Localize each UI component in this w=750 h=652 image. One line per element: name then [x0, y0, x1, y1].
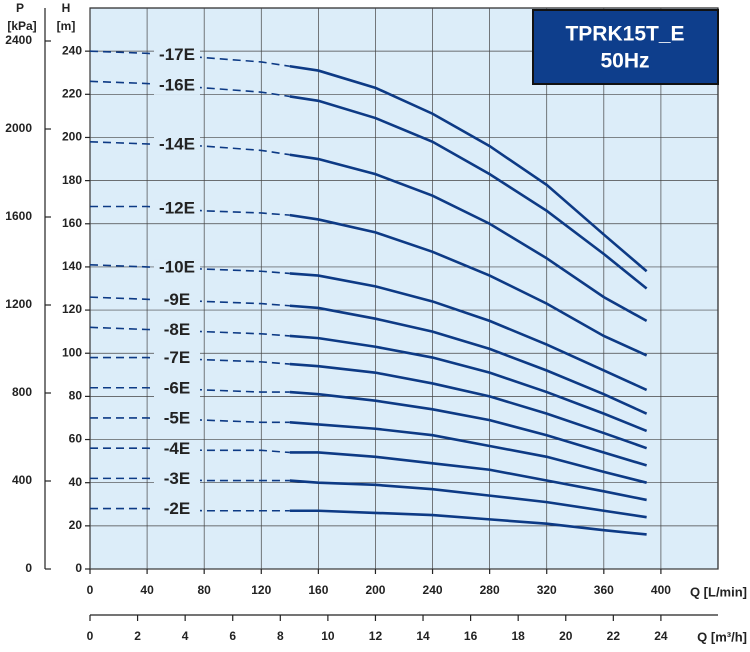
series-label: -7E: [164, 348, 190, 367]
series-label: -4E: [164, 439, 190, 458]
x-tick-label: 360: [594, 583, 614, 597]
y2-tick-label: 800: [12, 385, 32, 399]
x-tick-label: 160: [308, 583, 328, 597]
y-tick-label: 20: [69, 518, 83, 532]
series-label: -10E: [159, 258, 195, 277]
title-box: [532, 9, 719, 85]
y-tick-label: 160: [62, 216, 82, 230]
grid: [89, 8, 718, 570]
x2-tick-label: 12: [369, 629, 383, 643]
x-tick-label: 280: [480, 583, 500, 597]
series-line: [289, 362, 648, 450]
x2-tick-label: 10: [321, 629, 335, 643]
x-tick-label: 120: [251, 583, 271, 597]
lines: [89, 50, 648, 536]
series-line: [289, 479, 647, 519]
x-tick-label: 80: [198, 583, 212, 597]
series-line: [289, 451, 647, 502]
series-line: [289, 390, 648, 467]
y2-label: P: [16, 1, 24, 15]
x2-tick-label: 18: [512, 629, 526, 643]
series-label: -3E: [164, 469, 190, 488]
series-line: [289, 95, 648, 290]
series-label-bg: [154, 321, 200, 340]
x-tick-label: 320: [537, 583, 557, 597]
series-label-bg: [154, 291, 200, 310]
x2-tick-label: 8: [277, 629, 284, 643]
series-label: -6E: [164, 378, 190, 397]
y2-unit: [kPa]: [7, 19, 36, 33]
x2-tick-label: 22: [607, 629, 621, 643]
series-label: -5E: [164, 409, 190, 428]
series-label: -8E: [164, 320, 190, 339]
series-label-bg: [154, 136, 200, 155]
y-tick-label: 140: [62, 259, 82, 273]
y-tick-label: 220: [62, 86, 82, 100]
y-tick-label: 80: [69, 389, 83, 403]
series-label: -9E: [164, 290, 190, 309]
series-line: [289, 213, 648, 357]
x2-tick-label: 14: [416, 629, 430, 643]
y-tick-label: 40: [69, 475, 83, 489]
series-line: [289, 64, 648, 273]
series-label-bg: [154, 349, 200, 368]
series-label: -16E: [159, 75, 195, 94]
y-tick-label: 60: [69, 432, 83, 446]
x2-tick-label: 0: [87, 629, 94, 643]
series-line: [289, 334, 648, 433]
series-label-bg: [154, 440, 200, 459]
y-label: H: [62, 1, 71, 15]
x-tick-label: 400: [651, 583, 671, 597]
y-tick-label: 240: [62, 43, 82, 57]
series-label-bg: [154, 46, 200, 65]
chart-title: TPRK15T_E: [565, 23, 684, 46]
x2-tick-label: 24: [654, 629, 668, 643]
y2-tick-label: 2400: [5, 33, 32, 47]
series-line: [289, 272, 648, 392]
y2-tick-label: 1600: [5, 209, 32, 223]
x-tick-label: 200: [365, 583, 385, 597]
y-tick-label: 120: [62, 302, 82, 316]
series-label-bg: [154, 410, 200, 429]
series-label: -17E: [159, 45, 195, 64]
y-tick-label: 180: [62, 173, 82, 187]
x-label: Q [L/min]: [690, 584, 747, 599]
x-tick-label: 0: [87, 583, 94, 597]
y-unit: [m]: [57, 19, 76, 33]
y-tick-label: 0: [75, 561, 82, 575]
x2-tick-label: 6: [229, 629, 236, 643]
series-label-bg: [154, 500, 200, 519]
x2-tick-label: 4: [182, 629, 189, 643]
series-line: [289, 304, 648, 415]
series-label: -2E: [164, 499, 190, 518]
y2-tick-label: 0: [25, 561, 32, 575]
series-label-bg: [154, 76, 200, 95]
x2-label: Q [m³/h]: [697, 629, 747, 644]
series-line: [289, 509, 647, 536]
y-tick-label: 100: [62, 345, 82, 359]
series-line: [289, 420, 647, 484]
y2-tick-label: 1200: [5, 297, 32, 311]
y2-tick-label: 400: [12, 473, 32, 487]
series-label-bg: [154, 470, 200, 489]
x2-tick-label: 20: [559, 629, 573, 643]
series-label: -12E: [159, 198, 195, 217]
x2-tick-label: 16: [464, 629, 478, 643]
series-label: -14E: [159, 135, 195, 154]
series-line: [289, 153, 648, 323]
x2-tick-label: 2: [134, 629, 141, 643]
x-tick-label: 240: [423, 583, 443, 597]
series-label-bg: [154, 199, 200, 218]
chart-subtitle: 50Hz: [600, 50, 649, 73]
series-label-bg: [154, 379, 200, 398]
series-label-bg: [154, 259, 200, 278]
x-tick-label: 40: [140, 583, 154, 597]
y2-tick-label: 2000: [5, 121, 32, 135]
y-tick-label: 200: [62, 130, 82, 144]
